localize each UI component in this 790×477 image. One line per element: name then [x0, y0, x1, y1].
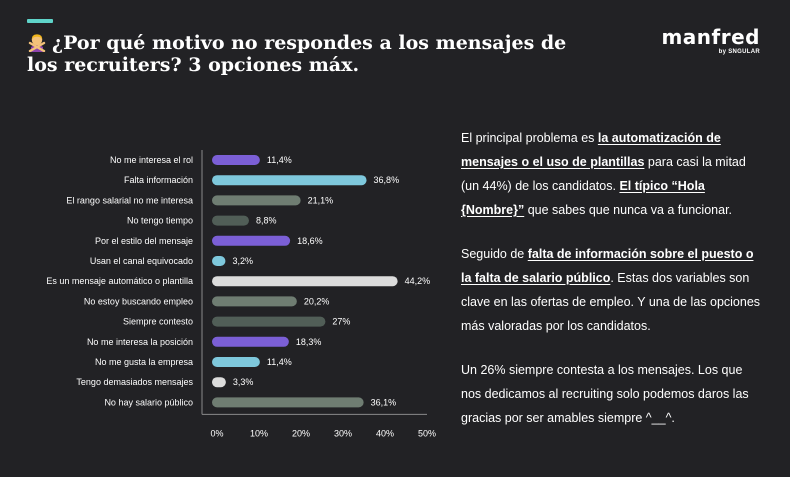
bar [212, 397, 364, 408]
category-label: Falta información [124, 175, 193, 185]
bar-chart: No me interesa el rol 11,4% Falta informac… [46, 150, 436, 438]
body-text: Un 26% siempre contesta a los mensajes. … [461, 363, 749, 425]
value-label: 3,3% [233, 377, 254, 387]
title-text: ¿Por qué motivo no respondes a los mensa… [27, 32, 567, 76]
value-label: 20,2% [304, 296, 330, 306]
value-label: 8,8% [256, 216, 277, 226]
x-tick-label: 40% [376, 428, 394, 438]
value-label: 27% [332, 317, 350, 327]
value-label: 18,6% [297, 236, 323, 246]
bar [212, 155, 260, 165]
category-label: No hay salario público [104, 397, 193, 407]
category-label: Tengo demasiados mensajes [76, 377, 193, 387]
commentary: El principal problema es la automatizaci… [461, 126, 761, 450]
body-text: Seguido de [461, 247, 528, 261]
category-label: Usan el canal equivocado [90, 256, 193, 266]
highlight-text: falta de información sobre el puesto o l… [461, 247, 754, 285]
bar [212, 377, 226, 388]
page-title: ¿Por qué motivo no respondes a los mensa… [27, 32, 587, 76]
brand-logo: manfred by SNGULAR [661, 27, 760, 55]
bar [212, 357, 260, 367]
body-text: que sabes que nunca va a funcionar. [524, 203, 733, 217]
category-label: Por el estilo del mensaje [95, 236, 193, 246]
value-label: 36,8% [374, 175, 400, 185]
bar [212, 276, 398, 287]
bar [212, 296, 297, 307]
category-label: El rango salarial no me interesa [66, 195, 193, 205]
value-label: 18,3% [296, 337, 322, 347]
category-label: No estoy buscando empleo [84, 296, 193, 306]
bar [212, 175, 367, 186]
bar [212, 256, 226, 266]
accent-bar [27, 19, 53, 23]
body-text: para casi la mitad (un 44%) de los candi… [461, 155, 746, 193]
highlight-text: El típico “Hola {Nombre}” [461, 179, 705, 217]
commentary-paragraph-3: Un 26% siempre contesta a los mensajes. … [461, 358, 761, 430]
value-label: 11,4% [267, 357, 292, 367]
category-label: No me gusta la empresa [95, 357, 193, 367]
value-label: 44,2% [405, 276, 431, 286]
bar [212, 316, 326, 327]
bar [212, 336, 289, 347]
x-tick-label: 30% [334, 428, 352, 438]
highlight-text: la automatización de mensajes o el uso d… [461, 131, 721, 169]
value-label: 21,1% [308, 195, 334, 205]
bar [212, 215, 249, 226]
category-label: No me interesa el rol [110, 155, 193, 165]
logo-subtitle: by SNGULAR [718, 49, 760, 55]
category-label: No tengo tiempo [127, 216, 193, 226]
x-tick-label: 0% [210, 428, 223, 438]
logo-wordmark: manfred [661, 25, 760, 49]
commentary-paragraph-1: El principal problema es la automatizaci… [461, 126, 761, 222]
body-text: . Estas dos variables son clave en las o… [461, 271, 761, 333]
value-label: 11,4% [267, 155, 292, 165]
person-gesturing-no-icon [28, 34, 46, 52]
value-label: 36,1% [371, 397, 397, 407]
x-tick-label: 20% [292, 428, 310, 438]
bar [212, 235, 291, 246]
value-label: 3,2% [232, 256, 253, 266]
x-tick-label: 50% [418, 428, 436, 438]
bar [212, 195, 301, 206]
body-text: El principal problema es [461, 131, 598, 145]
category-label: No me interesa la posición [87, 337, 193, 347]
x-tick-label: 10% [250, 428, 268, 438]
category-label: Siempre contesto [123, 317, 193, 327]
category-label: Es un mensaje automático o plantilla [46, 276, 193, 286]
commentary-paragraph-2: Seguido de falta de información sobre el… [461, 242, 761, 338]
